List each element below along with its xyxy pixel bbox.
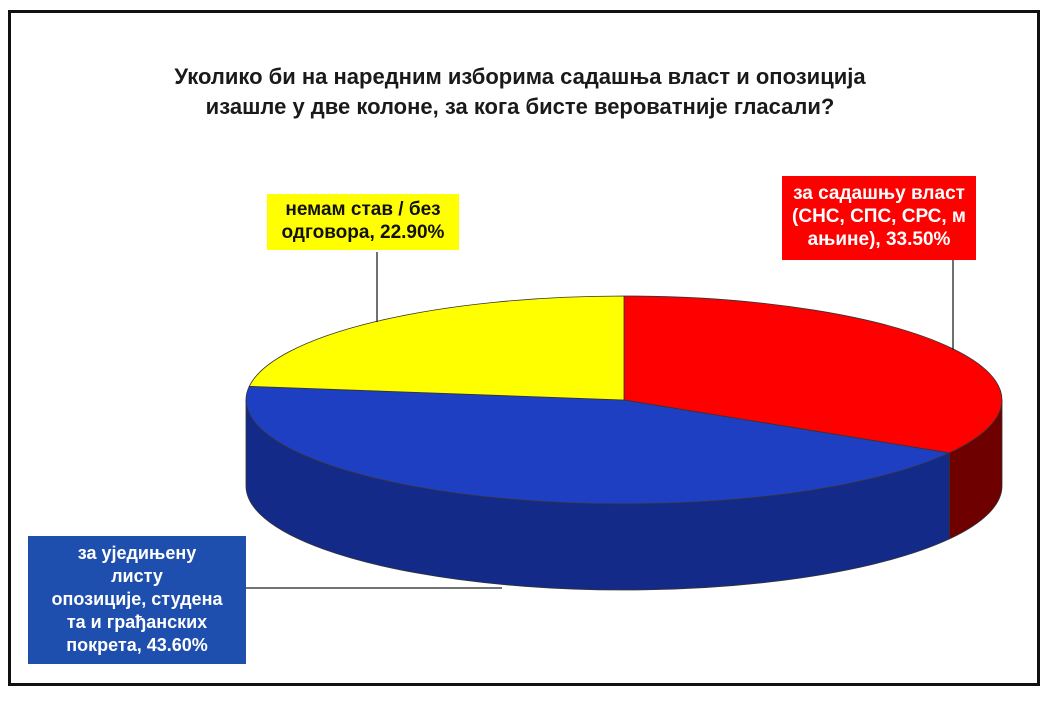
pie-slice-government [623, 295, 1003, 454]
slice-label-government: за садашњу власт (СНС, СПС, СРС, м ањине… [782, 176, 976, 260]
label-blue-line-5: покрета, 43.60% [66, 635, 208, 655]
label-red-line-3: ањине), 33.50% [807, 229, 951, 250]
leader-lines [246, 252, 954, 589]
label-blue-line-2: листу [111, 566, 163, 586]
chart-title-line-1: Уколико би на наредним изборима садашња … [174, 64, 866, 89]
slice-label-no-opinion: немам став / без одговора, 22.90% [267, 194, 459, 250]
pie-slice-no-opinion [248, 295, 625, 401]
label-red-line-1: за садашњу власт [793, 183, 965, 204]
label-blue-line-3: опозиције, студена [51, 589, 223, 609]
chart-title: Уколико би на наредним изборима садашња … [60, 62, 980, 122]
slice-label-opposition: за уједињену листу опозиције, студена та… [28, 536, 246, 664]
pie-slice-opposition [245, 385, 951, 505]
label-red-line-2: (СНС, СПС, СРС, м [792, 206, 966, 227]
pie-tops [245, 295, 1003, 505]
label-yellow-line-2: одговора, 22.90% [281, 222, 445, 243]
chart-title-line-2: изашле у две колоне, за кога бисте веров… [205, 94, 835, 119]
label-blue-line-4: та и грађанских [66, 612, 208, 632]
label-yellow-line-1: немам став / без [285, 199, 441, 220]
label-blue-line-1: за уједињену [77, 543, 197, 563]
